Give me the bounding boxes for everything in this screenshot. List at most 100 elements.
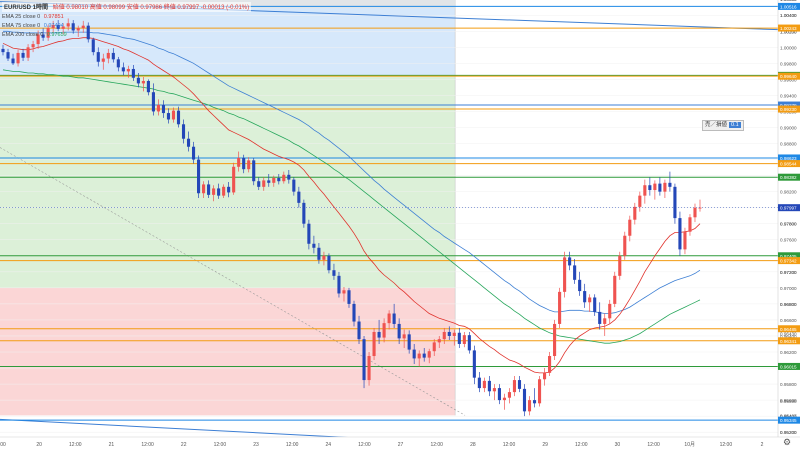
candle [136, 72, 140, 88]
candle-body [161, 105, 166, 114]
candle-body [357, 321, 361, 340]
y-tick-label-22: 0.96200 [780, 350, 797, 355]
candle [126, 65, 130, 78]
candle-body [467, 335, 471, 351]
candle [76, 25, 80, 37]
candle [542, 368, 547, 386]
candle [563, 251, 567, 298]
candle [111, 48, 115, 63]
candle-body [91, 39, 95, 53]
price-label-10: 0.95200 [780, 430, 797, 435]
candle [342, 287, 346, 302]
candle [252, 157, 256, 186]
candle [628, 215, 632, 242]
candle [593, 294, 597, 316]
candle-body [21, 52, 25, 58]
candle [202, 181, 206, 199]
candle [522, 384, 527, 417]
candle-body [683, 231, 687, 250]
y-tick-label-12: 0.98200 [780, 190, 797, 195]
candle-body [327, 255, 331, 271]
candle-body [282, 174, 286, 182]
candle [382, 318, 386, 343]
x-tick-label-2: 12:00 [69, 442, 82, 448]
candle-body [512, 380, 517, 393]
candle [146, 79, 150, 96]
candle-body [578, 279, 582, 292]
candle [367, 352, 371, 386]
candle [121, 62, 125, 76]
y-tick-label-1: 1.00400 [780, 13, 797, 18]
candle [141, 76, 145, 92]
candle-body [347, 290, 351, 304]
candle [437, 335, 441, 348]
candle-body [61, 26, 65, 29]
candle-body [628, 219, 632, 236]
candle-body [307, 223, 311, 244]
order-badge[interactable]: 売／損値 0.1 [702, 120, 744, 131]
level-tag-14 [778, 416, 800, 424]
y-tick-label-21: 0.96400 [780, 334, 797, 339]
candle-body [252, 160, 256, 182]
candle [678, 211, 682, 256]
candle-body [207, 184, 211, 195]
level-tag-13 [778, 362, 800, 370]
candle [116, 56, 120, 72]
candle [362, 335, 366, 389]
y-tick-label-24: 0.95800 [780, 382, 797, 387]
candle [337, 271, 341, 298]
y-tick-label-18: 0.97000 [780, 286, 797, 291]
candle [56, 20, 60, 32]
candle [548, 352, 552, 377]
candle [497, 384, 501, 405]
candle [181, 119, 186, 144]
legend-ema75[interactable]: EMA 75 close 0 0.97404 [2, 23, 64, 29]
candle [532, 388, 537, 408]
legend-ema200[interactable]: EMA 200 close 0 0.97659 [2, 32, 67, 38]
y-tick-label-20: 0.96600 [780, 318, 797, 323]
candle [267, 173, 271, 187]
candle-body [46, 28, 50, 38]
x-tick-label-6: 12:00 [214, 442, 227, 448]
gear-icon[interactable]: ⚙ [782, 437, 792, 447]
candle-body [71, 23, 75, 31]
candle-body [377, 331, 381, 338]
candle [212, 185, 216, 202]
candle [387, 310, 391, 330]
level-tag-9 [778, 252, 800, 260]
candle-body [608, 303, 612, 319]
candle [688, 214, 692, 236]
candle-body [272, 178, 276, 183]
level-tag-11 [778, 325, 800, 333]
candle [502, 393, 506, 410]
legend-ema25[interactable]: EMA 25 close 0 0.97851 [2, 14, 64, 20]
candle-body [166, 113, 171, 120]
candle [397, 318, 401, 344]
candle [623, 231, 627, 260]
level-tag-label-0: 1.00516 [780, 4, 797, 9]
ema25-line [2, 37, 701, 374]
candle-body [688, 217, 692, 232]
level-tag-label-9: 0.97405 [780, 254, 797, 259]
x-tick-label-1: 20 [36, 442, 42, 448]
price-label-2: 1.00200 [780, 29, 797, 34]
level-tag-label-5: 0.99230 [780, 107, 797, 112]
trendline-dashed [0, 147, 466, 416]
legend-ema200-value: 0.97659 [46, 32, 67, 38]
candle-body [432, 342, 436, 352]
candle [608, 299, 612, 324]
candle [86, 22, 90, 43]
order-badge-label: 売／損値 [705, 122, 728, 128]
candle [583, 283, 587, 308]
level-tag-label-13: 0.96015 [780, 364, 797, 369]
candle [297, 186, 301, 208]
candle [482, 377, 486, 393]
ohlc-values: 始値 0.98010 高値 0.98099 安値 0.97986 終値 0.97… [52, 5, 250, 11]
candle [407, 330, 411, 354]
candle-body [81, 25, 85, 29]
candle-body [492, 388, 496, 392]
candle-body [673, 186, 677, 219]
candle [26, 44, 30, 61]
candle-body [537, 379, 542, 404]
